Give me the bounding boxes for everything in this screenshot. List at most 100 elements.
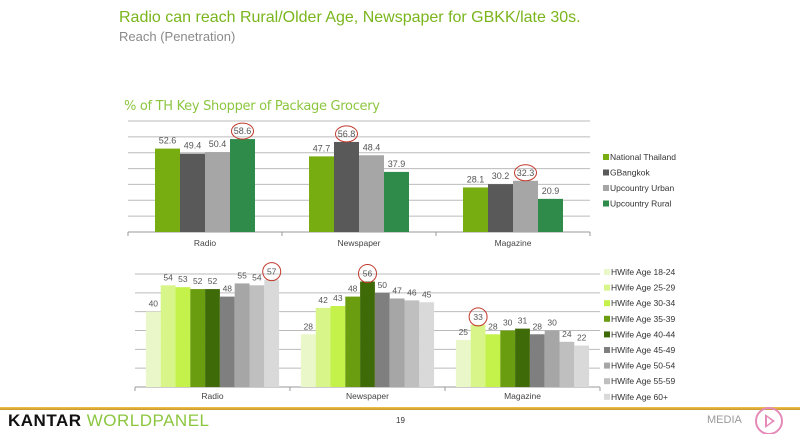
data-label: 32.3: [517, 168, 535, 178]
bar: [219, 296, 235, 387]
data-label: 50.4: [209, 139, 227, 149]
bar: [234, 283, 250, 387]
data-label: 45: [422, 289, 432, 299]
data-label: 28: [533, 321, 543, 331]
legend-label: GBangkok: [610, 168, 650, 178]
legend-swatch: [604, 331, 610, 338]
bar: [155, 148, 180, 232]
page-number: 19: [396, 416, 405, 425]
legend-swatch: [604, 300, 610, 307]
section-label: MEDIA: [707, 414, 742, 426]
data-label: 47: [392, 285, 402, 295]
data-label: 57: [267, 267, 277, 277]
bar: [574, 345, 590, 387]
bar: [463, 187, 488, 232]
highlight-circle: [262, 262, 282, 282]
data-label: 42: [318, 295, 328, 305]
highlight-circle: [468, 307, 488, 327]
data-label: 52: [208, 276, 218, 286]
data-label: 54: [163, 272, 173, 282]
category-label: Newspaper: [338, 238, 381, 248]
legend-label: HWife Age 35-39: [611, 314, 676, 324]
bar: [544, 330, 560, 387]
data-label: 58.6: [234, 126, 252, 136]
legend-swatch: [604, 315, 610, 322]
data-label: 46: [407, 287, 417, 297]
data-label: 50: [378, 280, 388, 290]
slide-title: Radio can reach Rural/Older Age, Newspap…: [119, 9, 581, 26]
legend-swatch: [604, 378, 610, 385]
bar: [515, 328, 530, 387]
bar: [488, 184, 513, 232]
bar: [205, 289, 220, 387]
bar: [404, 300, 420, 387]
bar: [384, 171, 409, 232]
legend-label: Upcountry Rural: [610, 199, 672, 209]
bar: [330, 306, 346, 387]
bar: [455, 339, 471, 387]
category-label: Radio: [194, 238, 216, 248]
data-label: 28: [304, 321, 314, 331]
bar: [334, 141, 359, 232]
legend-label: HWife Age 50-54: [611, 361, 676, 371]
data-label: 40: [149, 299, 159, 309]
data-label: 49.4: [184, 141, 202, 151]
bar: [315, 307, 331, 387]
data-label: 25: [459, 327, 469, 337]
bar: [360, 281, 375, 387]
slide-subtitle: Reach (Penetration): [119, 29, 236, 44]
bar: [180, 153, 205, 232]
bar: [500, 330, 516, 387]
legend-swatch: [603, 169, 609, 176]
highlight-circle: [335, 125, 358, 143]
bar: [419, 302, 435, 387]
data-label: 30: [503, 318, 513, 328]
data-label: 56.8: [338, 129, 356, 139]
data-label: 55: [237, 270, 247, 280]
category-label: Magazine: [495, 238, 532, 248]
highlight-circle: [231, 122, 254, 140]
data-label: 30: [547, 318, 557, 328]
bar: [345, 296, 361, 387]
data-label: 28: [488, 321, 498, 331]
legend-swatch: [604, 347, 610, 353]
category-label: Magazine: [504, 391, 541, 401]
bar: [529, 334, 545, 387]
bar: [359, 155, 384, 232]
bar: [300, 334, 316, 387]
bar: [389, 298, 405, 387]
data-label: 20.9: [542, 186, 560, 196]
legend-swatch: [604, 269, 610, 275]
legend-label: HWife Age 40-44: [611, 329, 676, 339]
data-label: 33: [473, 312, 483, 322]
data-label: 28.1: [467, 174, 485, 184]
legend-label: HWife Age 60+: [611, 392, 668, 402]
category-label: Radio: [201, 391, 223, 401]
bar: [230, 139, 255, 232]
footer-divider: [0, 407, 800, 410]
bar: [205, 152, 230, 232]
legend-swatch: [603, 200, 609, 207]
bar: [160, 285, 176, 387]
legend-label: National Thailand: [610, 152, 676, 162]
bar: [485, 334, 501, 387]
legend-label: HWife Age 18-24: [611, 267, 676, 277]
bar: [309, 156, 334, 232]
category-label: Newspaper: [346, 391, 389, 401]
data-label: 37.9: [388, 159, 406, 169]
bar: [513, 180, 538, 232]
play-icon[interactable]: [755, 407, 783, 434]
legend-label: HWife Age 30-34: [611, 298, 676, 308]
bar: [538, 198, 563, 232]
data-label: 47.7: [313, 143, 331, 153]
legend-swatch: [604, 284, 610, 291]
data-label: 22: [577, 333, 587, 343]
legend-swatch: [604, 393, 610, 400]
data-label: 24: [562, 329, 572, 339]
data-label: 52: [193, 276, 203, 286]
highlight-circle: [514, 164, 537, 182]
legend-swatch: [604, 362, 610, 369]
legend-label: HWife Age 55-59: [611, 376, 676, 386]
